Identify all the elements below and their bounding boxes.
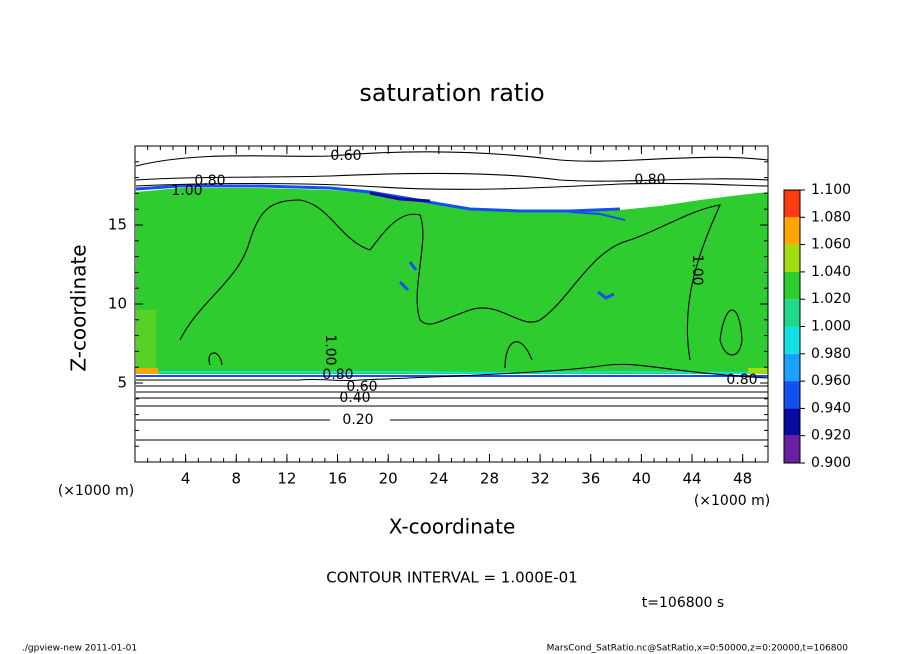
colorbar-bin — [784, 408, 800, 436]
x-tick-label: 16 — [328, 470, 347, 488]
x-tick-label: 24 — [429, 470, 448, 488]
colorbar-bin — [784, 190, 800, 218]
x-tick-label: 48 — [733, 470, 752, 488]
colorbar-label: 1.080 — [811, 209, 851, 225]
colorbar-bin — [784, 381, 800, 409]
x-tick-label: 40 — [632, 470, 651, 488]
contour-interval: CONTOUR INTERVAL = 1.000E-01 — [326, 569, 577, 587]
contour-label: 0.60 — [346, 379, 377, 395]
colorbar-bin — [784, 217, 800, 245]
x-axis-label: X-coordinate — [389, 515, 516, 539]
colorbar-bin — [784, 299, 800, 327]
contour-label: 1.00 — [171, 183, 202, 199]
colorbar-label: 1.000 — [811, 319, 851, 335]
y-axis-label: Z-coordinate — [67, 244, 91, 371]
footer-right: MarsCond_SatRatio.nc@SatRatio,x=0:50000,… — [547, 644, 849, 654]
time-label: t=106800 s — [642, 595, 724, 611]
colorbar-label: 0.980 — [811, 346, 851, 362]
contour-label: 1.00 — [322, 334, 338, 365]
x-unit: (×1000 m) — [694, 493, 770, 509]
chart-title: saturation ratio — [359, 79, 544, 107]
colorbar-bin — [784, 244, 800, 272]
x-tick-label: 44 — [682, 470, 701, 488]
colorbar-bin — [784, 326, 800, 354]
x-tick-label: 20 — [379, 470, 398, 488]
colorbar-label: 1.020 — [811, 291, 851, 307]
colorbar-bin — [784, 271, 800, 300]
contour-label: 0.80 — [726, 372, 757, 388]
footer-left: ./gpview-new 2011-01-01 — [22, 644, 137, 654]
contour-label: 0.80 — [194, 173, 225, 189]
contour-label: 0.80 — [322, 367, 353, 383]
colorbar-label: 0.960 — [811, 373, 851, 389]
contour-label: 1.00 — [689, 254, 705, 285]
colorbar-label: 1.060 — [811, 237, 851, 253]
colorbar-label: 0.940 — [811, 400, 851, 416]
colorbar-label: 0.920 — [811, 428, 851, 444]
y-tick-label: 10 — [108, 295, 127, 313]
contour-label: 0.40 — [339, 390, 370, 406]
x-tick-label: 12 — [277, 470, 296, 488]
contour-label: 0.20 — [342, 412, 373, 428]
x-tick-label: 8 — [232, 470, 242, 488]
colorbar-label: 0.900 — [811, 455, 851, 471]
colorbar-bin — [784, 353, 800, 382]
contour-lines — [135, 151, 769, 441]
field — [135, 184, 769, 377]
y-tick-label: 15 — [108, 216, 127, 234]
x-tick-label: 4 — [181, 470, 191, 488]
colorbar-label: 1.040 — [811, 264, 851, 280]
y-tick-label: 5 — [117, 374, 127, 392]
contour-label: 0.80 — [634, 172, 665, 188]
x-tick-label: 32 — [531, 470, 550, 488]
colorbar-label: 1.100 — [811, 182, 851, 198]
x-tick-label: 28 — [480, 470, 499, 488]
contour-label: 0.60 — [330, 148, 361, 164]
x-tick-label: 36 — [581, 470, 600, 488]
y-unit: (×1000 m) — [58, 483, 134, 499]
colorbar-bin — [784, 435, 800, 463]
